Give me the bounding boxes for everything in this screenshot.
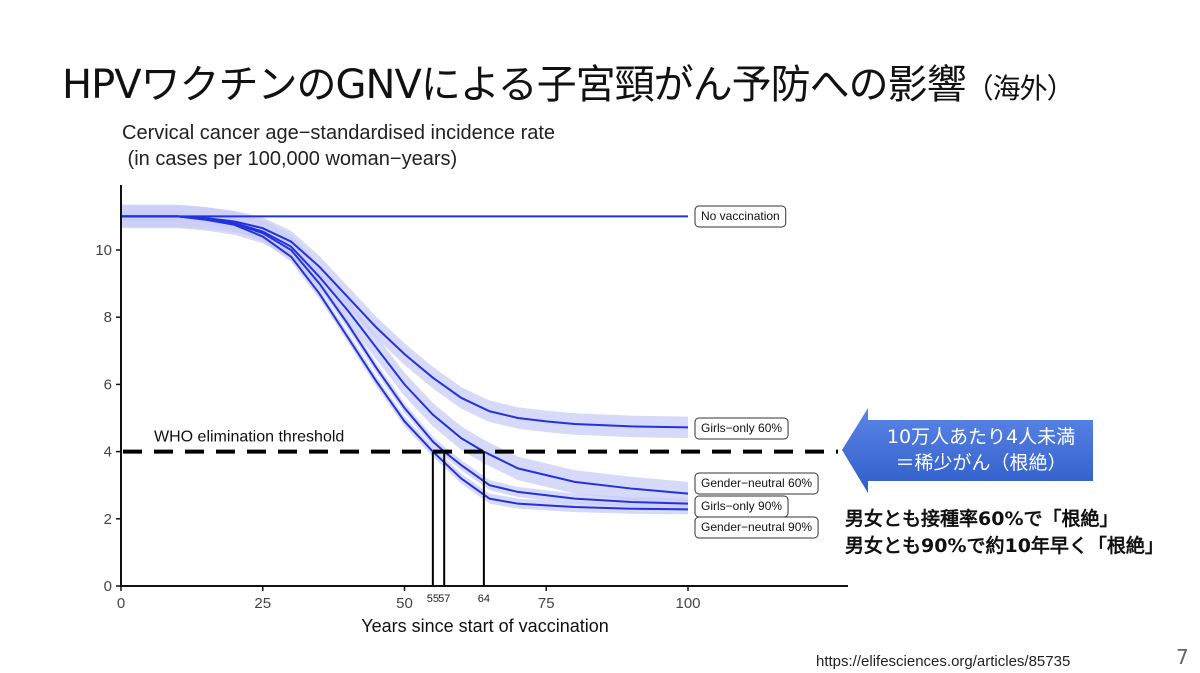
series-label-box	[694, 205, 787, 228]
series-label: Girls−only 90%	[701, 499, 782, 513]
x-tick-label: 100	[675, 595, 700, 612]
series-line	[121, 215, 689, 429]
callout-text: 10万人あたり4人未満 ＝稀少がん（根絶）	[870, 424, 1092, 476]
series-label: Gender−neutral 60%	[701, 476, 812, 490]
title-main: HPVワクチンのGNVによる子宮頸がん予防への影響	[62, 62, 967, 108]
crossing-year-label: 55	[427, 593, 439, 605]
series-label: No vaccination	[701, 209, 780, 223]
note-line: 男女とも接種率60%で「根絶」	[845, 508, 1119, 530]
x-tick-label: 50	[396, 595, 413, 612]
source-link[interactable]: https://elifesciences.org/articles/85735	[816, 653, 1071, 670]
y-axis-title: Cervical cancer age−standardised inciden…	[122, 122, 556, 170]
series-label-box	[694, 472, 819, 495]
conclusion-notes: 男女とも接種率60%で「根絶」 男女とも90%で約10年早く「根絶」	[845, 506, 1164, 560]
series-label: Gender−neutral 90%	[701, 520, 812, 534]
y-tick-label: 10	[95, 242, 112, 259]
x-tick-label: 75	[538, 595, 555, 612]
x-tick-label: 0	[117, 595, 125, 612]
y-tick-label: 4	[104, 444, 112, 461]
series-line	[121, 215, 689, 511]
y-tick-label: 0	[104, 578, 112, 595]
callout-line-1: 10万人あたり4人未満	[886, 426, 1076, 448]
y-tick-label: 2	[104, 511, 112, 528]
series-label-box	[694, 516, 819, 539]
y-tick-label: 8	[104, 309, 112, 326]
series-label: Girls−only 60%	[701, 421, 782, 435]
x-tick-label: 25	[254, 595, 271, 612]
series-label-box	[694, 417, 789, 440]
callout-line-2: ＝稀少がん（根絶）	[895, 452, 1067, 474]
crossing-year-label: 64	[478, 593, 490, 605]
title-suffix: （海外）	[965, 72, 1075, 105]
crossing-year-label: 57	[438, 593, 450, 605]
threshold-label: WHO elimination threshold	[154, 429, 344, 446]
slide-title: HPVワクチンのGNVによる子宮頸がん予防への影響（海外）	[62, 52, 1075, 110]
page-number: 7	[1176, 645, 1189, 669]
left-arrow-icon	[842, 408, 1093, 493]
y-tick-label: 6	[104, 376, 112, 393]
note-line: 男女とも90%で約10年早く「根絶」	[845, 535, 1164, 557]
x-axis-title: Years since start of vaccination	[361, 616, 608, 636]
